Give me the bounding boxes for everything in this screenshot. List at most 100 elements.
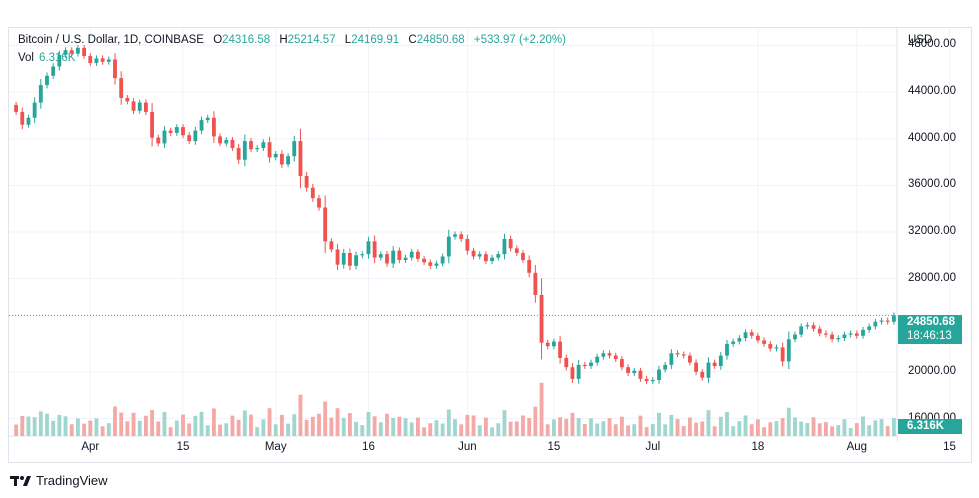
volume-bar <box>650 424 655 436</box>
volume-bar <box>347 413 352 436</box>
volume-bar <box>119 412 124 436</box>
volume-bar <box>106 423 111 436</box>
candle-body <box>799 326 804 335</box>
candle-body <box>836 338 841 340</box>
candle-body <box>873 321 878 327</box>
candle-body <box>687 355 692 363</box>
candle-body <box>755 335 760 341</box>
volume-bar <box>687 417 692 436</box>
candle-body <box>632 370 637 374</box>
candle-body <box>106 59 111 62</box>
volume-bar <box>712 426 717 436</box>
candle-body <box>514 248 519 253</box>
high-value: 25214.57 <box>287 34 336 46</box>
volume-bar <box>737 421 742 436</box>
volume-bar <box>255 427 260 436</box>
price-axis-tick: 44000.00 <box>908 85 956 98</box>
volume-bar <box>69 424 74 436</box>
time-axis-tick: May <box>264 441 287 453</box>
candle-body <box>14 104 19 112</box>
volume-bar <box>446 409 451 436</box>
volume-bar <box>626 425 631 436</box>
tradingview-logo[interactable]: TradingView <box>10 473 108 488</box>
volume-bar <box>125 421 130 436</box>
volume-bar <box>613 424 618 436</box>
chart-frame <box>8 27 972 463</box>
candle-body <box>119 78 124 98</box>
time-axis-tick: 16 <box>362 441 375 453</box>
volume-bar <box>14 424 19 436</box>
candle-body <box>582 364 587 367</box>
time-axis-tick: 15 <box>176 441 190 453</box>
volume-bar <box>718 416 723 436</box>
candle-body <box>885 320 890 322</box>
candle-body <box>82 47 87 56</box>
candle-body <box>63 50 68 55</box>
volume-bar <box>632 424 637 436</box>
volume-legend: Vol 6.316K <box>18 52 75 64</box>
candle-body <box>811 325 816 329</box>
volume-bar <box>409 422 414 436</box>
candle-body <box>471 250 476 257</box>
change-value: +533.97 (+2.20%) <box>473 34 566 46</box>
volume-bar <box>230 415 235 436</box>
candle-body <box>199 120 204 131</box>
candle-body <box>347 252 352 266</box>
volume-bar <box>143 415 148 436</box>
volume-bar <box>675 419 680 436</box>
candle-body <box>187 135 192 142</box>
time-axis-tick: Jun <box>458 441 477 453</box>
candle-body <box>712 362 717 367</box>
volume-bar <box>842 419 847 436</box>
volume-bar <box>558 417 563 436</box>
open-value: 24316.58 <box>222 34 271 46</box>
price-axis-tick: 28000.00 <box>908 271 956 284</box>
volume-bar <box>780 418 785 436</box>
volume-bar <box>174 420 179 436</box>
open-label: O <box>213 34 223 46</box>
volume-bar <box>502 410 507 436</box>
volume-bar <box>657 412 661 436</box>
time-axis-tick: Apr <box>81 441 100 453</box>
volume-bar <box>20 416 25 436</box>
candle-body <box>69 50 74 54</box>
low-label: L <box>344 34 352 46</box>
volume-bar <box>267 408 272 436</box>
candle-body <box>38 85 43 103</box>
candle-body <box>88 55 93 63</box>
candle-body <box>422 258 427 263</box>
candle-body <box>453 234 457 237</box>
candle-body <box>354 255 359 266</box>
candle-body <box>700 371 705 378</box>
candle-body <box>218 136 223 144</box>
candle-body <box>508 238 513 249</box>
candle-body <box>694 362 699 372</box>
price-axis-tick: 40000.00 <box>908 131 956 144</box>
countdown-tag: 18:46:13 <box>898 330 962 344</box>
time-axis-tick: 15 <box>547 441 561 453</box>
volume-bar <box>595 423 600 436</box>
candle-body <box>45 75 49 86</box>
volume-bar <box>422 427 427 436</box>
volume-bar <box>706 410 711 436</box>
candle-body <box>774 347 779 349</box>
price-axis-tick: 36000.00 <box>908 178 956 191</box>
candle-body <box>805 325 810 327</box>
candle-body <box>273 153 278 158</box>
close-label: C <box>408 34 417 46</box>
volume-bar <box>403 418 408 436</box>
candle-body <box>341 252 346 265</box>
volume-bar <box>94 418 99 436</box>
volume-bar <box>891 417 896 436</box>
candle-body <box>762 340 767 344</box>
volume-tag: 6.316K <box>898 419 962 434</box>
volume-bar <box>527 418 532 436</box>
candle-body <box>242 141 247 160</box>
currency-label[interactable]: USD <box>908 34 933 46</box>
volume-bar <box>205 425 210 436</box>
candle-body <box>521 252 525 260</box>
symbol-label: Bitcoin / U.S. Dollar, 1D, COINBASE <box>18 34 204 46</box>
candle-body <box>434 263 439 266</box>
candle-body <box>650 380 655 382</box>
